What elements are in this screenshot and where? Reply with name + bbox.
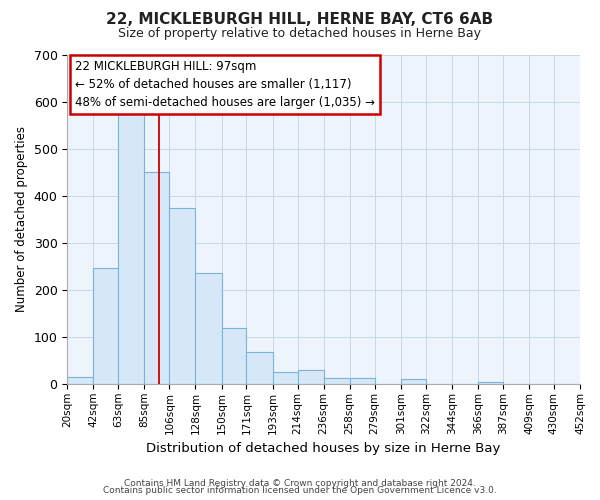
- Bar: [350, 378, 374, 384]
- Text: Size of property relative to detached houses in Herne Bay: Size of property relative to detached ho…: [119, 28, 482, 40]
- Bar: [118, 110, 145, 384]
- Text: 22, MICKLEBURGH HILL, HERNE BAY, CT6 6AB: 22, MICKLEBURGH HILL, HERNE BAY, CT6 6AB: [106, 12, 494, 28]
- Bar: [196, 274, 221, 384]
- Bar: [145, 172, 169, 384]
- Bar: [169, 208, 196, 384]
- Text: Contains HM Land Registry data © Crown copyright and database right 2024.: Contains HM Land Registry data © Crown c…: [124, 478, 476, 488]
- Bar: [401, 379, 426, 384]
- Y-axis label: Number of detached properties: Number of detached properties: [15, 126, 28, 312]
- Bar: [298, 370, 323, 384]
- Bar: [247, 352, 272, 384]
- Bar: [272, 372, 298, 384]
- X-axis label: Distribution of detached houses by size in Herne Bay: Distribution of detached houses by size …: [146, 442, 501, 455]
- Bar: [94, 268, 118, 384]
- Text: 22 MICKLEBURGH HILL: 97sqm
← 52% of detached houses are smaller (1,117)
48% of s: 22 MICKLEBURGH HILL: 97sqm ← 52% of deta…: [75, 60, 375, 109]
- Bar: [67, 377, 94, 384]
- Bar: [323, 378, 350, 384]
- Text: Contains public sector information licensed under the Open Government Licence v3: Contains public sector information licen…: [103, 486, 497, 495]
- Bar: [221, 328, 247, 384]
- Bar: [478, 382, 503, 384]
